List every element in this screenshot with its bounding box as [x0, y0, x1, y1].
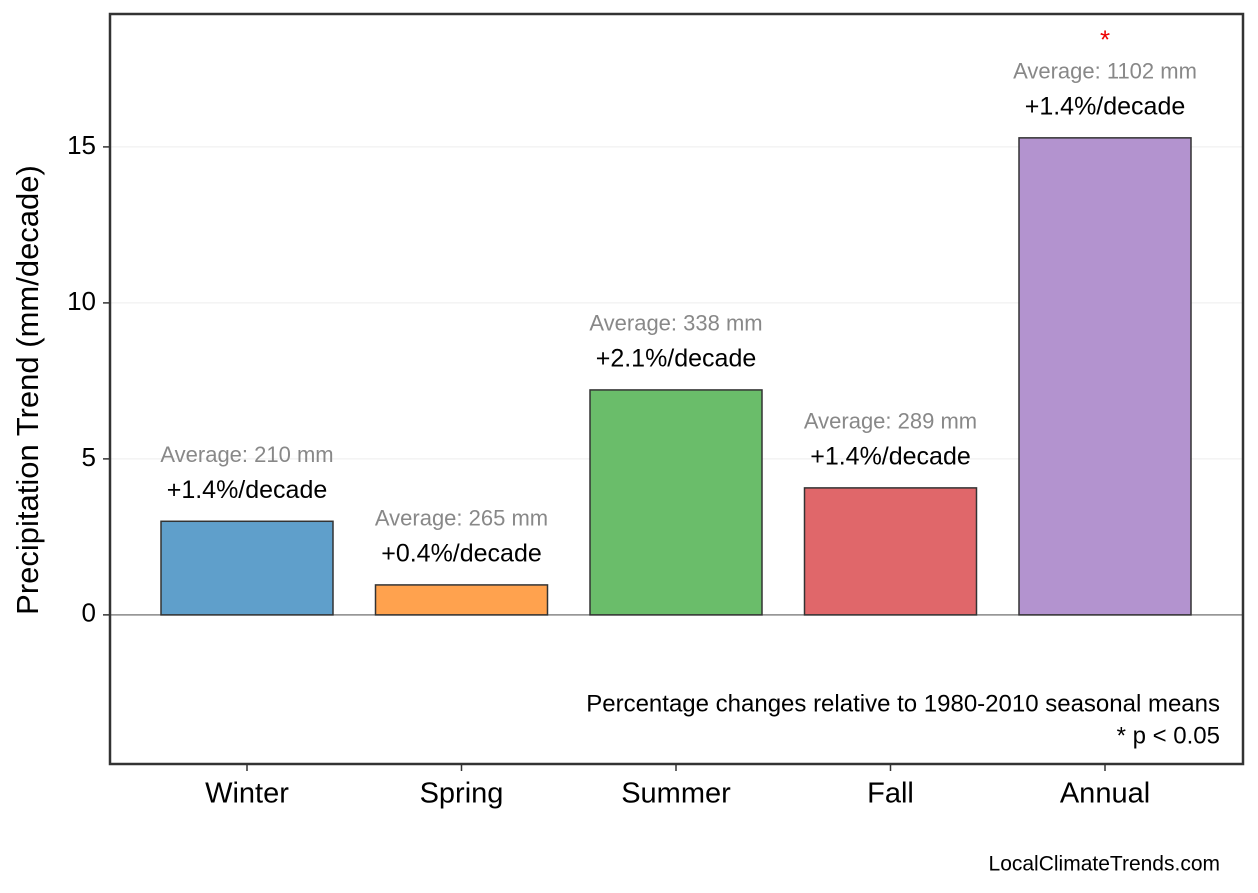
pct-label: +1.4%/decade [810, 443, 971, 471]
plot-frame [108, 12, 1245, 766]
avg-label: Average: 265 mm [375, 506, 548, 531]
x-tick-label: Summer [621, 778, 731, 810]
bar [160, 520, 334, 616]
avg-label: Average: 338 mm [589, 311, 762, 336]
x-tick-label: Spring [420, 778, 504, 810]
pct-label: +1.4%/decade [1025, 92, 1186, 120]
x-tick-label: Annual [1060, 778, 1150, 810]
avg-label: Average: 210 mm [160, 442, 333, 467]
y-tick-label: 10 [67, 286, 96, 316]
bar [589, 389, 763, 616]
pct-label: +2.1%/decade [596, 345, 757, 373]
y-tick-label: 15 [67, 130, 96, 160]
source: LocalClimateTrends.com [989, 853, 1220, 876]
y-tick-label: 5 [82, 442, 96, 472]
footnote: * p < 0.05 [1117, 722, 1220, 749]
x-tick-label: Winter [205, 778, 289, 810]
bar [803, 487, 978, 616]
avg-label: Average: 1102 mm [1013, 59, 1197, 84]
x-tick-label: Fall [867, 778, 914, 810]
bar [374, 584, 549, 616]
y-axis-label: Precipitation Trend (mm/decade) [10, 165, 45, 615]
avg-label: Average: 289 mm [804, 409, 977, 434]
significance-marker: * [1100, 25, 1110, 55]
bar [1018, 137, 1192, 616]
y-tick-label: 0 [82, 598, 96, 628]
footnote: Percentage changes relative to 1980-2010… [586, 690, 1220, 717]
pct-label: +0.4%/decade [381, 540, 542, 568]
pct-label: +1.4%/decade [167, 476, 328, 504]
